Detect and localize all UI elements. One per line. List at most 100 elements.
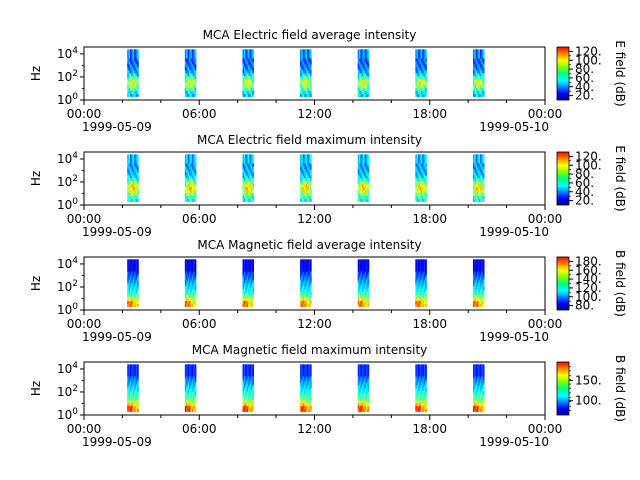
spectrogram-cell (305, 300, 308, 304)
spectrogram-cell (191, 294, 194, 299)
spectrogram-cell (187, 282, 190, 287)
spectrogram-cell (366, 390, 368, 395)
spectrogram-cell (302, 49, 305, 53)
spectrogram-cell (415, 177, 418, 182)
spectrogram-cell (187, 402, 190, 407)
spectrogram-cell (243, 160, 246, 164)
spectrogram-cell (131, 183, 134, 188)
spectrogram-cell (127, 192, 130, 197)
spectrogram-cell (422, 282, 425, 287)
spectrogram-cell (472, 291, 475, 296)
spectrogram-cell (127, 396, 130, 401)
spectrogram-cell (135, 408, 138, 412)
spectrogram-cell (136, 379, 139, 383)
spectrogram-cell (419, 198, 422, 202)
spectrogram-cell (246, 61, 249, 65)
spectrogram-cell (128, 172, 131, 176)
spectrogram-cell (419, 160, 422, 164)
spectrogram-cell (308, 67, 311, 71)
spectrogram-cell (419, 90, 422, 94)
spectrogram-cell (248, 405, 250, 409)
spectrogram-cell (249, 81, 252, 86)
spectrogram-cell (472, 69, 475, 74)
spectrogram-cell (184, 277, 187, 281)
spectrogram-cell (135, 84, 138, 89)
spectrogram-cell (302, 163, 305, 167)
spectrogram-cell (475, 373, 478, 377)
spectrogram-cell (415, 163, 418, 167)
spectrogram-cell (127, 279, 130, 284)
spectrogram-cell (193, 268, 195, 272)
spectrogram-cell (184, 271, 187, 275)
spectrogram-cell (190, 49, 193, 53)
spectrogram-cell (304, 160, 307, 164)
spectrogram-cell (418, 285, 420, 290)
spectrogram-cell (425, 180, 427, 185)
spectrogram-cell (134, 177, 136, 182)
spectrogram-cell (187, 81, 190, 86)
spectrogram-cell (357, 367, 360, 371)
spectrogram-cell (418, 291, 420, 296)
spectrogram-cell (364, 279, 367, 284)
spectrogram-cell (134, 49, 136, 53)
spectrogram-cell (308, 55, 311, 59)
spectrogram-cell (359, 265, 361, 269)
spectrogram-cell (415, 64, 418, 68)
spectrogram-cell (252, 67, 255, 71)
spectrogram-pass (127, 49, 139, 97)
spectrogram-cell (248, 55, 250, 59)
spectrogram-cell (359, 384, 361, 389)
x-tick-label: 00:00 (528, 107, 563, 121)
spectrogram-cell (131, 169, 134, 173)
spectrogram-cell (482, 180, 485, 185)
spectrogram-cell (249, 49, 252, 53)
spectrogram-cell (243, 55, 246, 59)
y-tick-label: 104 (57, 46, 78, 61)
spectrogram-cell (415, 288, 418, 293)
spectrogram-cell (246, 303, 249, 307)
spectrogram-cell (248, 367, 250, 371)
spectrogram-cell (479, 402, 482, 407)
spectrogram-cell (243, 265, 246, 269)
spectrogram-cell (252, 177, 255, 182)
spectrogram-cell (249, 265, 252, 269)
spectrogram-cell (304, 390, 307, 395)
spectrogram-cell (248, 72, 250, 77)
spectrogram-cell (304, 72, 307, 77)
spectrogram-cell (364, 285, 367, 290)
spectrogram-cell (366, 399, 368, 404)
spectrogram-cell (361, 370, 364, 374)
spectrogram-cell (367, 373, 370, 377)
spectrogram-cell (249, 396, 252, 401)
spectrogram-cell (130, 399, 132, 404)
spectrogram-cell (475, 67, 478, 71)
spectrogram-cell (135, 291, 138, 296)
spectrogram-cell (416, 303, 419, 307)
x-tick-label: 00:00 (67, 422, 102, 436)
spectrogram-cell (367, 402, 370, 407)
spectrogram-cell (359, 84, 361, 89)
spectrogram-cell (301, 49, 304, 53)
spectrogram-cell (420, 186, 423, 191)
spectrogram-cell (367, 174, 370, 179)
spectrogram-cell (248, 387, 250, 392)
spectrogram-cell (367, 268, 370, 272)
spectrogram-cell (190, 174, 193, 179)
spectrogram-cell (300, 259, 302, 263)
spectrogram-cell (361, 186, 364, 191)
spectrogram-cell (474, 285, 477, 290)
spectrogram-cell (246, 78, 249, 83)
spectrogram-cell (302, 294, 305, 299)
spectrogram-cell (250, 384, 253, 389)
spectrogram-cell (246, 373, 249, 377)
spectrogram-cell (361, 90, 364, 94)
spectrogram-cell (250, 55, 253, 59)
spectrogram-cell (252, 268, 255, 272)
spectrogram-cell (415, 192, 418, 197)
spectrogram-cell (193, 279, 195, 284)
spectrogram-cell (186, 163, 189, 167)
spectrogram-cell (423, 402, 426, 407)
spectrogram-cell (363, 405, 366, 409)
spectrogram-cell (419, 393, 422, 398)
spectrogram-cell (194, 274, 197, 278)
